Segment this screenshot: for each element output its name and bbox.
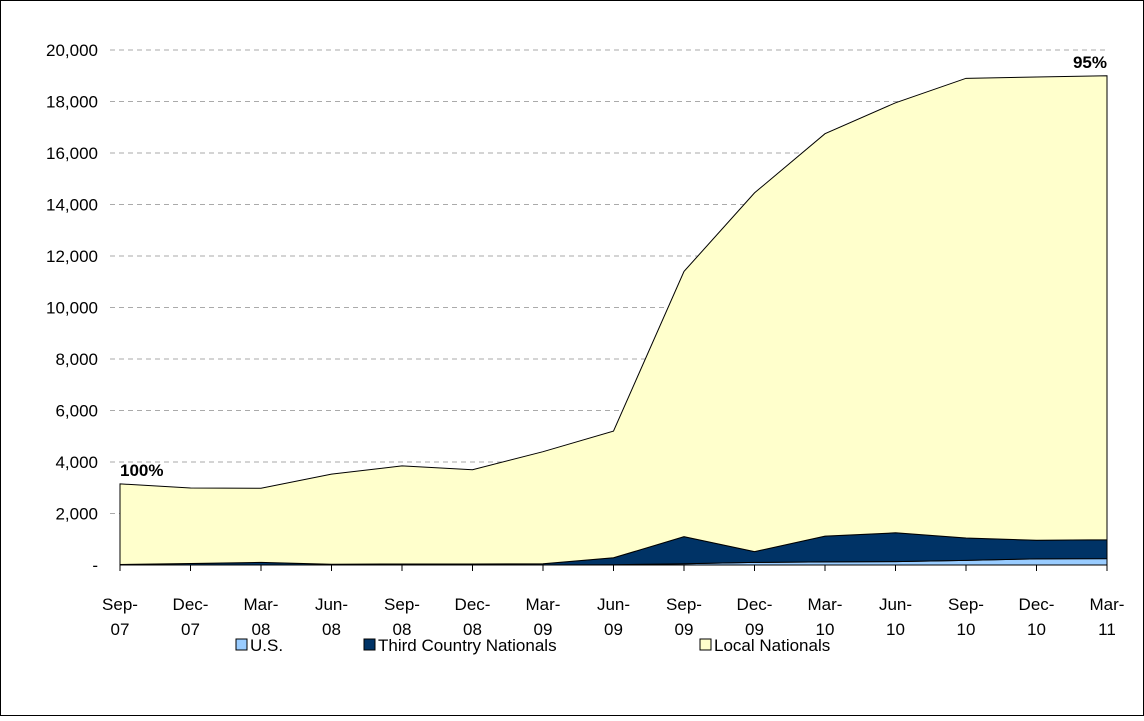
x-tick-label: Sep- 10 xyxy=(948,595,984,639)
x-tick-label-line: Sep- xyxy=(384,595,420,614)
legend-label: Third Country Nationals xyxy=(378,636,557,655)
y-tick-label: 4,000 xyxy=(55,453,98,472)
x-tick-label-line: 08 xyxy=(322,620,341,639)
legend-label: U.S. xyxy=(250,636,283,655)
x-tick-label-line: 10 xyxy=(816,620,835,639)
x-tick-label-line: 11 xyxy=(1098,620,1116,639)
y-tick-label: 2,000 xyxy=(55,505,98,524)
y-tick-label: 20,000 xyxy=(46,41,98,60)
x-tick-label: Dec- 07 xyxy=(173,595,209,639)
annotation: 100% xyxy=(120,461,163,480)
x-tick-label-line: Dec- xyxy=(173,595,209,614)
x-tick-label: Jun- 08 xyxy=(315,595,348,639)
legend-swatch xyxy=(699,638,712,651)
x-tick-label-line: Mar- xyxy=(526,595,561,614)
x-tick-label: Dec- 08 xyxy=(455,595,491,639)
x-tick-label-line: Jun- xyxy=(879,595,912,614)
x-tick-label-line: Jun- xyxy=(315,595,348,614)
x-tick-label-line: Jun- xyxy=(597,595,630,614)
x-tick-label-line: Sep- xyxy=(102,595,138,614)
x-tick-label-line: Sep- xyxy=(666,595,702,614)
x-tick-label-line: 07 xyxy=(181,620,200,639)
y-tick-label: 10,000 xyxy=(46,299,98,318)
area xyxy=(119,75,1108,565)
x-tick-label-line: 08 xyxy=(463,620,482,639)
y-tick-label: 8,000 xyxy=(55,350,98,369)
x-tick-label: Jun- 09 xyxy=(597,595,630,639)
annotation: 95% xyxy=(1073,53,1107,72)
x-tick-label-line: Dec- xyxy=(455,595,491,614)
x-tick-label: Sep- 08 xyxy=(384,595,420,639)
x-tick-label-line: 10 xyxy=(886,620,905,639)
x-tick-label: Mar- 11 xyxy=(1090,595,1125,639)
y-tick-label: 14,000 xyxy=(46,196,98,215)
x-tick-label-line: 09 xyxy=(534,620,553,639)
y-tick-label: 12,000 xyxy=(46,247,98,266)
x-tick-label-line: Mar- xyxy=(1090,595,1125,614)
x-tick-label: Dec- 10 xyxy=(1019,595,1055,639)
x-tick-label: Mar- 08 xyxy=(244,595,279,639)
x-tick-label-line: Mar- xyxy=(808,595,843,614)
legend-label: Local Nationals xyxy=(714,636,830,655)
x-tick-label: Jun- 10 xyxy=(879,595,912,639)
x-tick-label-line: Dec- xyxy=(1019,595,1055,614)
legend-swatch xyxy=(363,638,376,651)
x-tick-label-line: 10 xyxy=(957,620,976,639)
x-tick-label-line: 09 xyxy=(745,620,764,639)
y-tick-label: 18,000 xyxy=(46,93,98,112)
x-tick-label-line: Dec- xyxy=(737,595,773,614)
x-tick-label-line: Mar- xyxy=(244,595,279,614)
x-tick-label-line: Sep- xyxy=(948,595,984,614)
x-tick-label-line: 07 xyxy=(111,620,130,639)
x-tick-label-line: 08 xyxy=(393,620,412,639)
legend-swatch xyxy=(235,638,248,651)
y-tick-label: 6,000 xyxy=(55,402,98,421)
x-tick-label-line: 08 xyxy=(252,620,271,639)
y-tick-label: 16,000 xyxy=(46,144,98,163)
x-tick-label-line: 09 xyxy=(675,620,694,639)
x-tick-label-line: 10 xyxy=(1027,620,1046,639)
x-tick-label: Sep- 07 xyxy=(102,595,138,639)
x-tick-label: Dec- 09 xyxy=(737,595,773,639)
x-tick-label-line: 09 xyxy=(604,620,623,639)
y-tick-label: - xyxy=(92,556,98,575)
x-tick-label: Mar- 09 xyxy=(526,595,561,639)
x-tick-label: Mar- 10 xyxy=(808,595,843,639)
x-tick-label: Sep- 09 xyxy=(666,595,702,639)
